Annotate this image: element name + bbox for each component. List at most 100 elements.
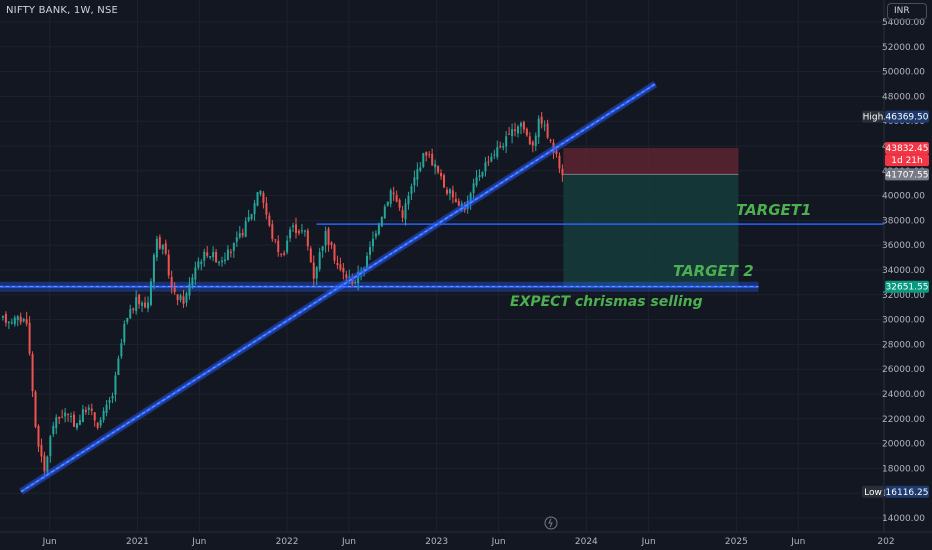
candle-body [448,189,451,194]
price-tick-label: 22000.00 [882,415,925,425]
price-tick-label: 36000.00 [882,241,925,251]
candle-body [540,116,543,124]
candle-body [380,216,383,227]
uptrend-line[interactable] [20,82,656,493]
candle-body [297,231,300,233]
candle-body [81,409,84,423]
currency-button[interactable]: INR [887,3,927,20]
candle-body [508,133,511,135]
candle-body [454,198,457,203]
profit-target-zone[interactable] [563,174,739,287]
candle-body [235,237,238,242]
candle-body [61,416,64,418]
candle-body [537,118,540,138]
last-price-tag-bg [885,168,929,181]
high-label-tag: High [863,113,884,123]
candle-body [321,246,324,251]
price-tick-label: 54000.00 [882,18,925,28]
candle-body [232,243,235,251]
price-tick-label: 52000.00 [882,43,925,53]
candle-body [511,129,514,137]
candle-body [218,262,221,264]
price-tick-label: 34000.00 [882,266,925,276]
candle-body [309,248,312,263]
low-label-tag: Low [864,488,882,498]
price-tick-label: 24000.00 [882,390,925,400]
candle-body [155,238,158,258]
stop-loss-zone[interactable] [563,148,739,175]
candle-body [277,240,280,252]
candle-body [203,251,206,261]
candle-body [312,262,315,279]
candle-body [120,343,123,357]
candle-body [55,417,58,429]
candle-body [25,319,28,324]
low-price-tag-bg [885,485,929,498]
candle-body [514,129,517,132]
candle-body [84,409,87,413]
candle-body [253,203,256,215]
candle-body [49,436,52,457]
candle-body [431,153,434,166]
candle-body [78,420,81,425]
annotation-target1: TARGET1 [736,201,812,219]
candle-body [475,177,478,186]
price-tick-label: 50000.00 [882,68,925,78]
candle-body [419,167,422,171]
candle-body [392,192,395,195]
candle-body [348,276,351,278]
candle-body [247,217,250,221]
candle-body [111,395,114,399]
price-tick-label: 40000.00 [882,192,925,202]
time-axis: Jun 2021 Jun 2022 Jun 2023 Jun 2024 Jun 2025 Jun 20… [42,537,895,547]
time-tick-label: Jun [790,537,805,547]
candle-body [28,322,31,354]
candle-body [324,231,327,246]
candle-body [517,126,519,134]
candle-body [161,244,164,250]
candle-body [135,297,138,312]
candle-body [226,249,229,261]
annotation-target2: TARGET 2 [673,262,754,280]
candle-body [170,277,173,287]
candle-body [176,294,179,301]
candle-body [451,190,454,198]
support-price-tag: 32651.55 [886,283,929,293]
candle-body [87,407,90,410]
time-tick-label: 2025 [725,537,748,547]
candle-body [70,416,73,418]
candle-body [336,262,339,266]
candle-body [552,142,555,153]
candle-body [262,192,265,203]
high-price-tag-bg [885,110,929,123]
price-tick-label: 28000.00 [882,340,925,350]
candle-body [105,404,108,414]
candle-body [244,221,247,237]
candle-body [306,230,309,247]
high-price-tag: 46369.50 [886,113,929,123]
candle-body [525,128,528,136]
candle-body [440,172,443,177]
price-tick-label: 14000.00 [882,514,925,524]
time-tick-label: Jun [491,537,506,547]
candle-body [114,375,117,395]
candle-body [185,293,188,303]
candle-body [52,425,55,435]
candle-body [369,247,371,255]
clock-icon[interactable] [544,516,558,530]
candle-body [425,151,428,156]
candle-body [534,135,537,147]
candle-body [173,287,176,293]
candle-body [209,256,212,258]
time-tick-label: 2022 [276,537,299,547]
candle-body [434,164,437,168]
price-tick-label: 20000.00 [882,440,925,450]
candle-body [58,417,61,419]
candle-body [265,203,268,215]
candle-body [141,302,144,306]
candle-body [487,161,490,163]
countdown-tag-bg [885,154,929,167]
candle-body [40,445,43,457]
